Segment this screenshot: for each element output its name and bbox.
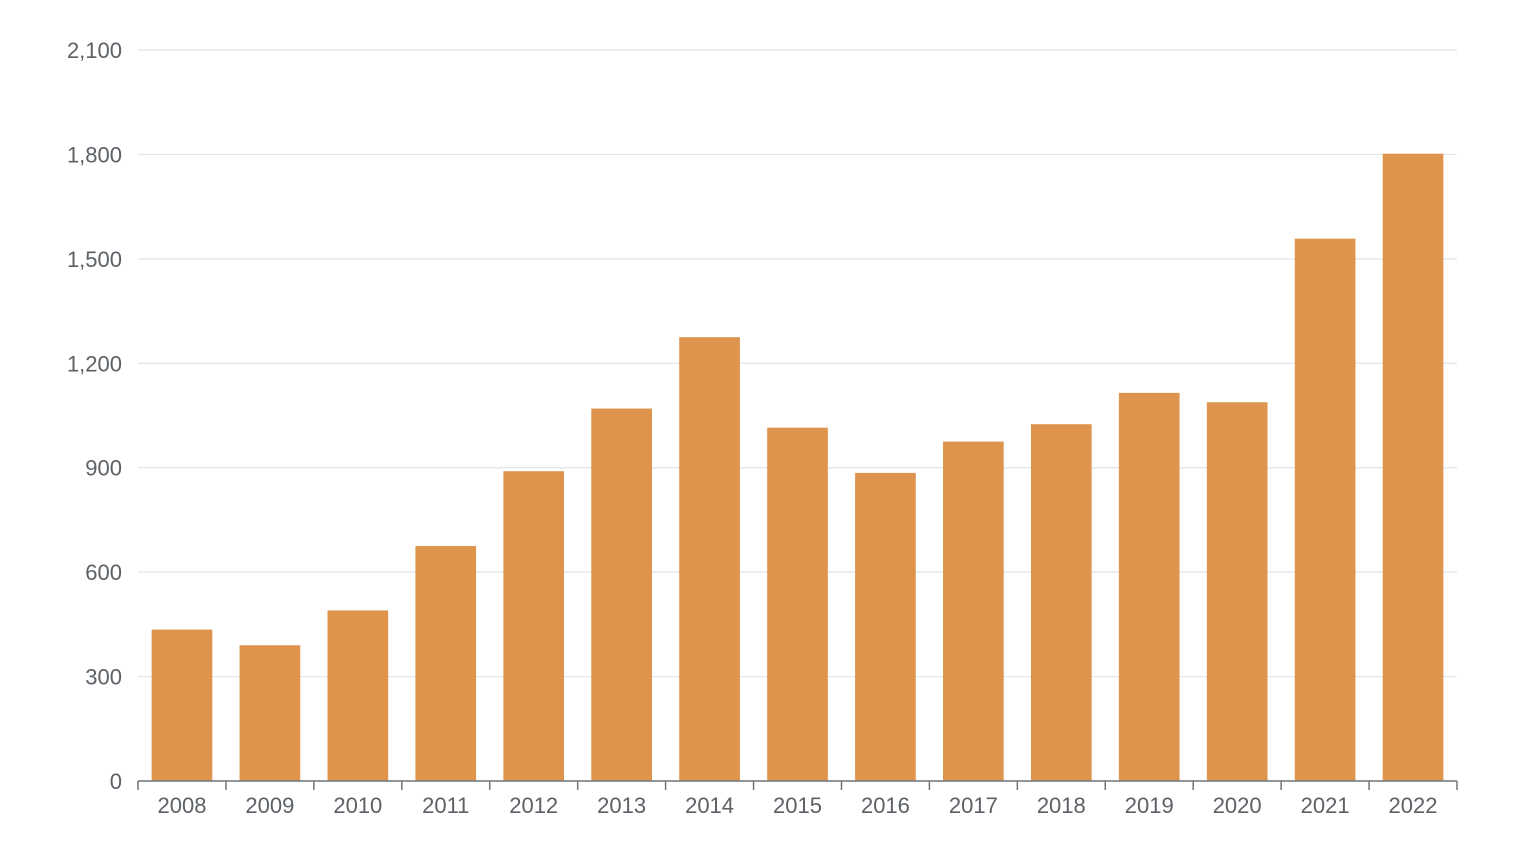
x-tick-label: 2016 xyxy=(861,793,910,818)
y-tick-label: 1,200 xyxy=(67,351,122,376)
y-tick-label: 0 xyxy=(110,769,122,794)
y-tick-label: 1,800 xyxy=(67,142,122,167)
x-tick-label: 2012 xyxy=(509,793,558,818)
y-tick-label: 600 xyxy=(85,560,122,585)
bars xyxy=(151,153,1444,782)
y-axis-tick-labels: 0 300 600 900 1,200 1,500 1,800 2,100 xyxy=(67,38,122,794)
bar-2015 xyxy=(767,427,828,781)
y-tick-label: 300 xyxy=(85,665,122,690)
bar-2011 xyxy=(415,546,477,781)
x-tick-label: 2017 xyxy=(949,793,998,818)
x-tick-label: 2019 xyxy=(1125,793,1174,818)
bar-2014 xyxy=(679,337,740,781)
bar-2019 xyxy=(1118,392,1180,781)
bar-2022 xyxy=(1382,153,1444,782)
bar-2013 xyxy=(591,408,652,781)
bar-2018 xyxy=(1030,424,1092,781)
x-axis xyxy=(137,780,1458,790)
bar-2012 xyxy=(503,471,565,781)
x-tick-label: 2014 xyxy=(685,793,734,818)
x-tick-label: 2022 xyxy=(1389,793,1438,818)
y-tick-label: 2,100 xyxy=(67,38,122,63)
x-tick-label: 2021 xyxy=(1301,793,1350,818)
y-tick-label: 900 xyxy=(85,456,122,481)
bar-2017 xyxy=(943,441,1004,781)
x-tick-label: 2011 xyxy=(422,793,469,818)
bar-2016 xyxy=(855,472,916,781)
bar-2010 xyxy=(327,610,389,781)
bar-2009 xyxy=(239,645,301,781)
x-tick-label: 2020 xyxy=(1213,793,1262,818)
x-tick-label: 2013 xyxy=(597,793,646,818)
bar-2008 xyxy=(151,629,213,781)
x-tick-label: 2008 xyxy=(157,793,206,818)
x-axis-tick-labels: 2008 2009 2010 2011 2012 2013 2014 2015 2016 2017… xyxy=(157,793,1437,818)
bar-2020 xyxy=(1206,402,1268,781)
bar-2021 xyxy=(1294,238,1356,782)
x-tick-label: 2009 xyxy=(245,793,294,818)
y-tick-label: 1,500 xyxy=(67,247,122,272)
x-tick-label: 2018 xyxy=(1037,793,1086,818)
x-tick-label: 2015 xyxy=(773,793,822,818)
x-tick-label: 2010 xyxy=(333,793,382,818)
